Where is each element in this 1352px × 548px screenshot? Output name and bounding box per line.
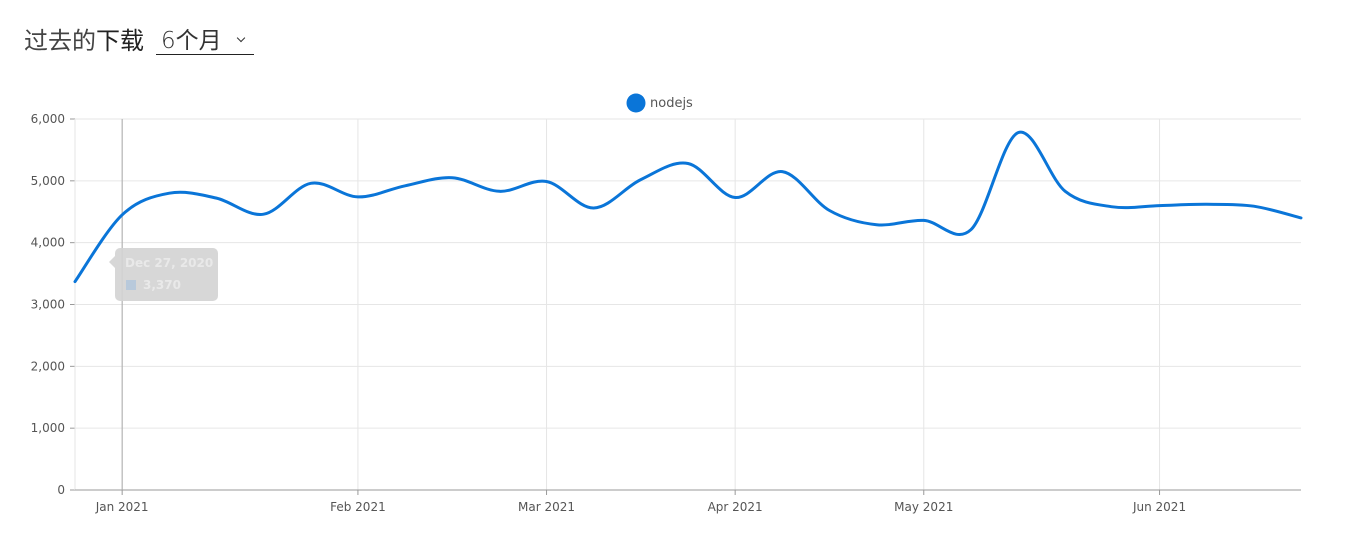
y-tick-label: 0	[57, 483, 65, 497]
data-point	[591, 205, 597, 211]
y-tick-label: 4,000	[31, 236, 65, 250]
x-tick-label: Feb 2021	[330, 500, 386, 514]
data-point	[968, 227, 974, 233]
page-title: 过去的	[24, 26, 96, 55]
tooltip-value: 3,370	[143, 278, 181, 292]
page-title-emphasis: 下载	[96, 26, 144, 55]
y-tick-label: 6,000	[31, 112, 65, 126]
x-tick-label: Jun 2021	[1132, 500, 1186, 514]
chart-header: 过去的 下载 6个月	[24, 18, 254, 58]
x-tick-label: Mar 2021	[518, 500, 575, 514]
data-point	[779, 169, 785, 175]
data-point	[496, 188, 502, 194]
x-tick-label: Jan 2021	[95, 500, 149, 514]
data-point	[1251, 203, 1257, 209]
data-point	[1015, 130, 1021, 136]
chart-tooltip: Dec 27, 2020 3,370	[109, 248, 218, 301]
legend-swatch	[626, 93, 646, 113]
data-point	[213, 195, 219, 201]
data-point	[1298, 215, 1304, 221]
tooltip-date: Dec 27, 2020	[125, 256, 214, 270]
data-point	[732, 195, 738, 201]
y-tick-label: 3,000	[31, 298, 65, 312]
legend-label: nodejs	[650, 96, 693, 111]
x-tick-label: Apr 2021	[708, 500, 763, 514]
data-point	[355, 194, 361, 200]
data-point	[1062, 188, 1068, 194]
y-tick-label: 2,000	[31, 359, 65, 373]
data-point	[874, 222, 880, 228]
period-select[interactable]: 6个月	[156, 22, 254, 55]
data-point	[685, 161, 691, 167]
data-point	[72, 279, 78, 285]
data-point	[1157, 203, 1163, 209]
data-point	[544, 178, 550, 184]
period-select-value: 6个月	[161, 27, 222, 54]
tooltip-series-swatch	[126, 280, 136, 290]
data-point	[402, 183, 408, 189]
data-point	[308, 180, 314, 186]
data-point	[119, 212, 125, 218]
data-point	[1204, 201, 1210, 207]
data-point	[261, 211, 267, 217]
data-point	[1109, 204, 1115, 210]
data-point	[638, 177, 644, 183]
series-line-nodejs	[73, 130, 1303, 284]
x-tick-label: May 2021	[894, 500, 953, 514]
data-point	[166, 190, 172, 196]
data-point	[449, 175, 455, 181]
data-point	[826, 208, 832, 214]
y-tick-label: 1,000	[31, 421, 65, 435]
data-point	[921, 217, 927, 223]
y-tick-label: 5,000	[31, 174, 65, 188]
